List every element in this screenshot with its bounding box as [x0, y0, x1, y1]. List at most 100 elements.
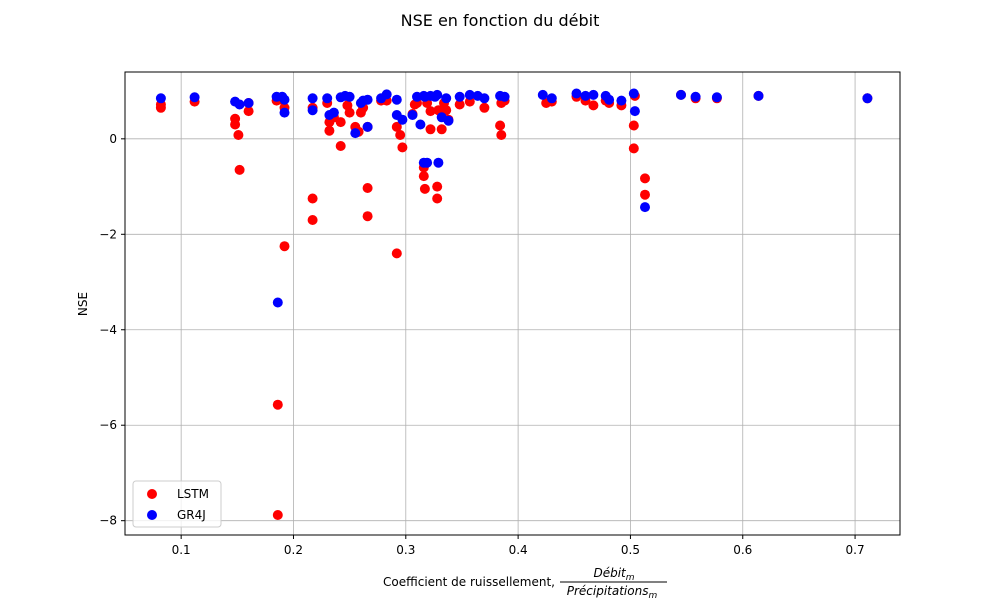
- data-point-lstm: [436, 124, 447, 135]
- y-tick-label: −8: [99, 514, 117, 528]
- data-point-gr4j: [753, 90, 764, 101]
- x-tick-label: 0.5: [621, 543, 640, 557]
- data-point-gr4j: [640, 202, 650, 213]
- y-tick-label: −2: [99, 227, 117, 241]
- x-tick-label: 0.3: [396, 543, 415, 557]
- data-point-lstm: [234, 164, 245, 175]
- data-point-gr4j: [432, 89, 443, 100]
- data-point-lstm: [279, 241, 290, 252]
- data-point-gr4j: [328, 107, 339, 118]
- data-point-gr4j: [307, 105, 318, 116]
- x-axis-label-denominator: Précipitationsm: [567, 584, 658, 600]
- data-point-gr4j: [279, 107, 290, 118]
- data-point-lstm: [307, 193, 318, 204]
- data-point-gr4j: [690, 91, 701, 102]
- data-point-gr4j: [415, 119, 426, 130]
- data-point-lstm: [272, 510, 283, 520]
- y-tick-label: −6: [99, 418, 117, 432]
- data-point-gr4j: [588, 89, 599, 100]
- x-axis-label: Coefficient de ruissellement, Débitm Pré…: [383, 566, 667, 600]
- data-point-gr4j: [479, 93, 490, 104]
- data-point-lstm: [344, 107, 355, 118]
- data-point-lstm: [495, 120, 506, 131]
- data-point-gr4j: [307, 93, 318, 104]
- x-tick-label: 0.7: [846, 543, 865, 557]
- data-point-gr4j: [629, 106, 640, 117]
- x-tick-label: 0.1: [172, 543, 191, 557]
- data-point-gr4j: [441, 93, 452, 104]
- data-point-lstm: [243, 106, 254, 117]
- data-point-gr4j: [443, 115, 454, 126]
- data-point-gr4j: [234, 99, 245, 110]
- y-tick-label: −4: [99, 323, 117, 337]
- data-point-lstm: [362, 211, 373, 222]
- data-point-lstm: [391, 248, 402, 259]
- data-point-gr4j: [243, 98, 254, 108]
- x-tick-label: 0.4: [509, 543, 528, 557]
- data-point-gr4j: [464, 89, 475, 100]
- data-point-gr4j: [381, 89, 392, 100]
- data-point-gr4j: [604, 94, 615, 105]
- x-axis-label-prefix: Coefficient de ruissellement,: [383, 575, 555, 589]
- data-point-gr4j: [391, 94, 402, 105]
- data-point-lstm: [640, 173, 650, 184]
- data-point-lstm: [272, 399, 283, 410]
- data-point-gr4j: [272, 297, 283, 308]
- data-point-lstm: [454, 99, 465, 110]
- data-point-gr4j: [350, 128, 361, 139]
- x-axis-label-numerator: Débitm: [593, 566, 634, 583]
- data-point-gr4j: [362, 121, 373, 132]
- data-point-gr4j: [322, 93, 333, 104]
- data-point-lstm: [335, 117, 346, 128]
- data-point-gr4j: [397, 114, 408, 125]
- data-point-lstm: [230, 113, 241, 124]
- data-point-lstm: [479, 102, 490, 113]
- data-point-lstm: [397, 142, 408, 153]
- data-point-gr4j: [628, 88, 639, 99]
- data-point-gr4j: [537, 89, 548, 100]
- legend: LSTM GR4J: [132, 480, 222, 528]
- x-tick-label: 0.2: [284, 543, 303, 557]
- plot-frame: [124, 71, 901, 536]
- legend-label-gr4j: GR4J: [177, 508, 206, 522]
- data-point-lstm: [628, 120, 639, 131]
- legend-marker-gr4j: [147, 510, 157, 520]
- data-points: [155, 88, 873, 520]
- chart-title: NSE en fonction du débit: [401, 11, 600, 30]
- data-point-gr4j: [344, 91, 355, 102]
- data-point-lstm: [419, 183, 430, 194]
- data-point-lstm: [362, 183, 373, 193]
- data-point-gr4j: [499, 91, 510, 102]
- data-point-gr4j: [711, 92, 722, 103]
- data-point-lstm: [640, 189, 650, 200]
- data-point-lstm: [425, 106, 436, 117]
- legend-marker-lstm: [147, 489, 157, 499]
- data-point-gr4j: [616, 95, 627, 106]
- data-point-lstm: [432, 193, 443, 204]
- data-point-gr4j: [362, 94, 373, 105]
- data-point-gr4j: [279, 94, 290, 105]
- data-point-lstm: [441, 105, 452, 116]
- y-axis-label: NSE: [76, 292, 90, 316]
- data-point-gr4j: [155, 93, 166, 104]
- data-point-lstm: [425, 124, 436, 135]
- data-point-gr4j: [862, 93, 873, 104]
- data-point-lstm: [496, 130, 507, 140]
- data-point-gr4j: [571, 88, 582, 99]
- data-point-lstm: [418, 171, 429, 182]
- y-tick-label: 0: [109, 132, 117, 146]
- data-point-gr4j: [433, 157, 444, 168]
- data-point-gr4j: [422, 157, 433, 168]
- x-tick-label: 0.6: [733, 543, 752, 557]
- data-point-lstm: [335, 141, 346, 151]
- data-point-lstm: [395, 130, 406, 140]
- data-point-lstm: [588, 100, 599, 111]
- data-point-gr4j: [676, 89, 686, 100]
- data-point-gr4j: [189, 92, 200, 103]
- legend-label-lstm: LSTM: [177, 487, 209, 501]
- grid: [125, 72, 900, 535]
- data-point-gr4j: [580, 90, 591, 101]
- data-point-lstm: [233, 130, 244, 140]
- data-point-gr4j: [546, 93, 557, 104]
